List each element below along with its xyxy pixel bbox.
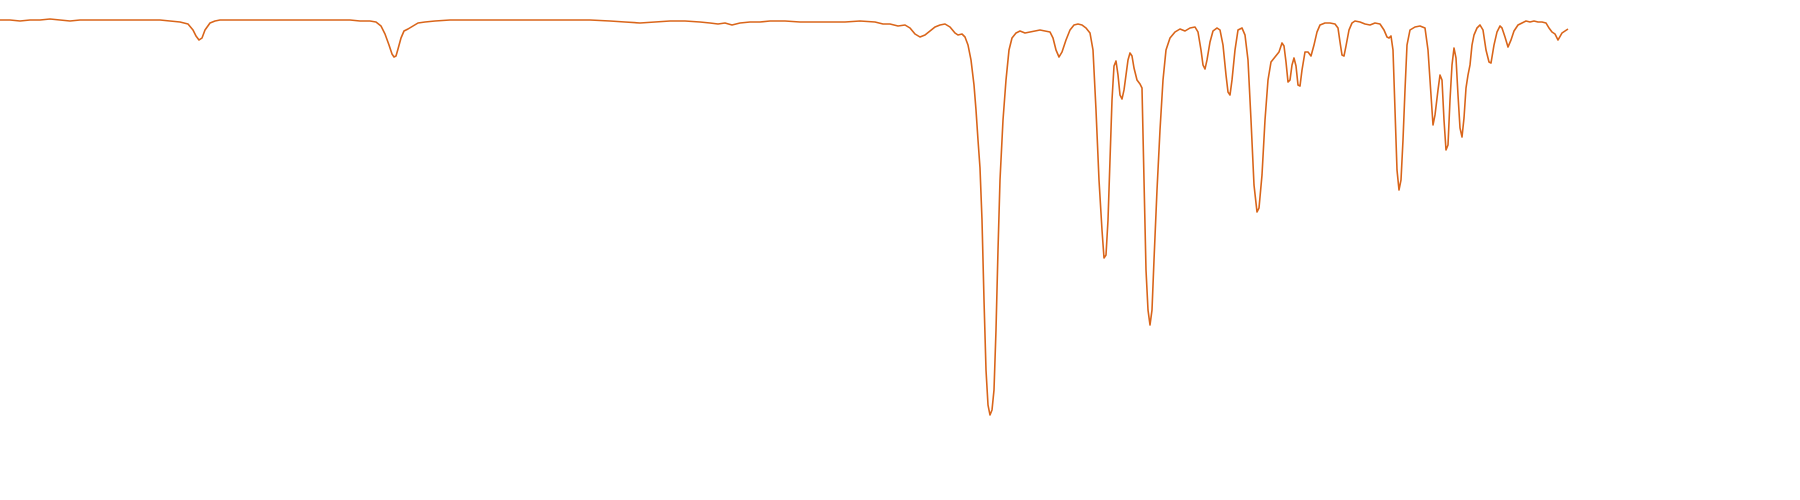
series-layer <box>0 18 1569 416</box>
series-line-0 <box>0 18 1569 416</box>
